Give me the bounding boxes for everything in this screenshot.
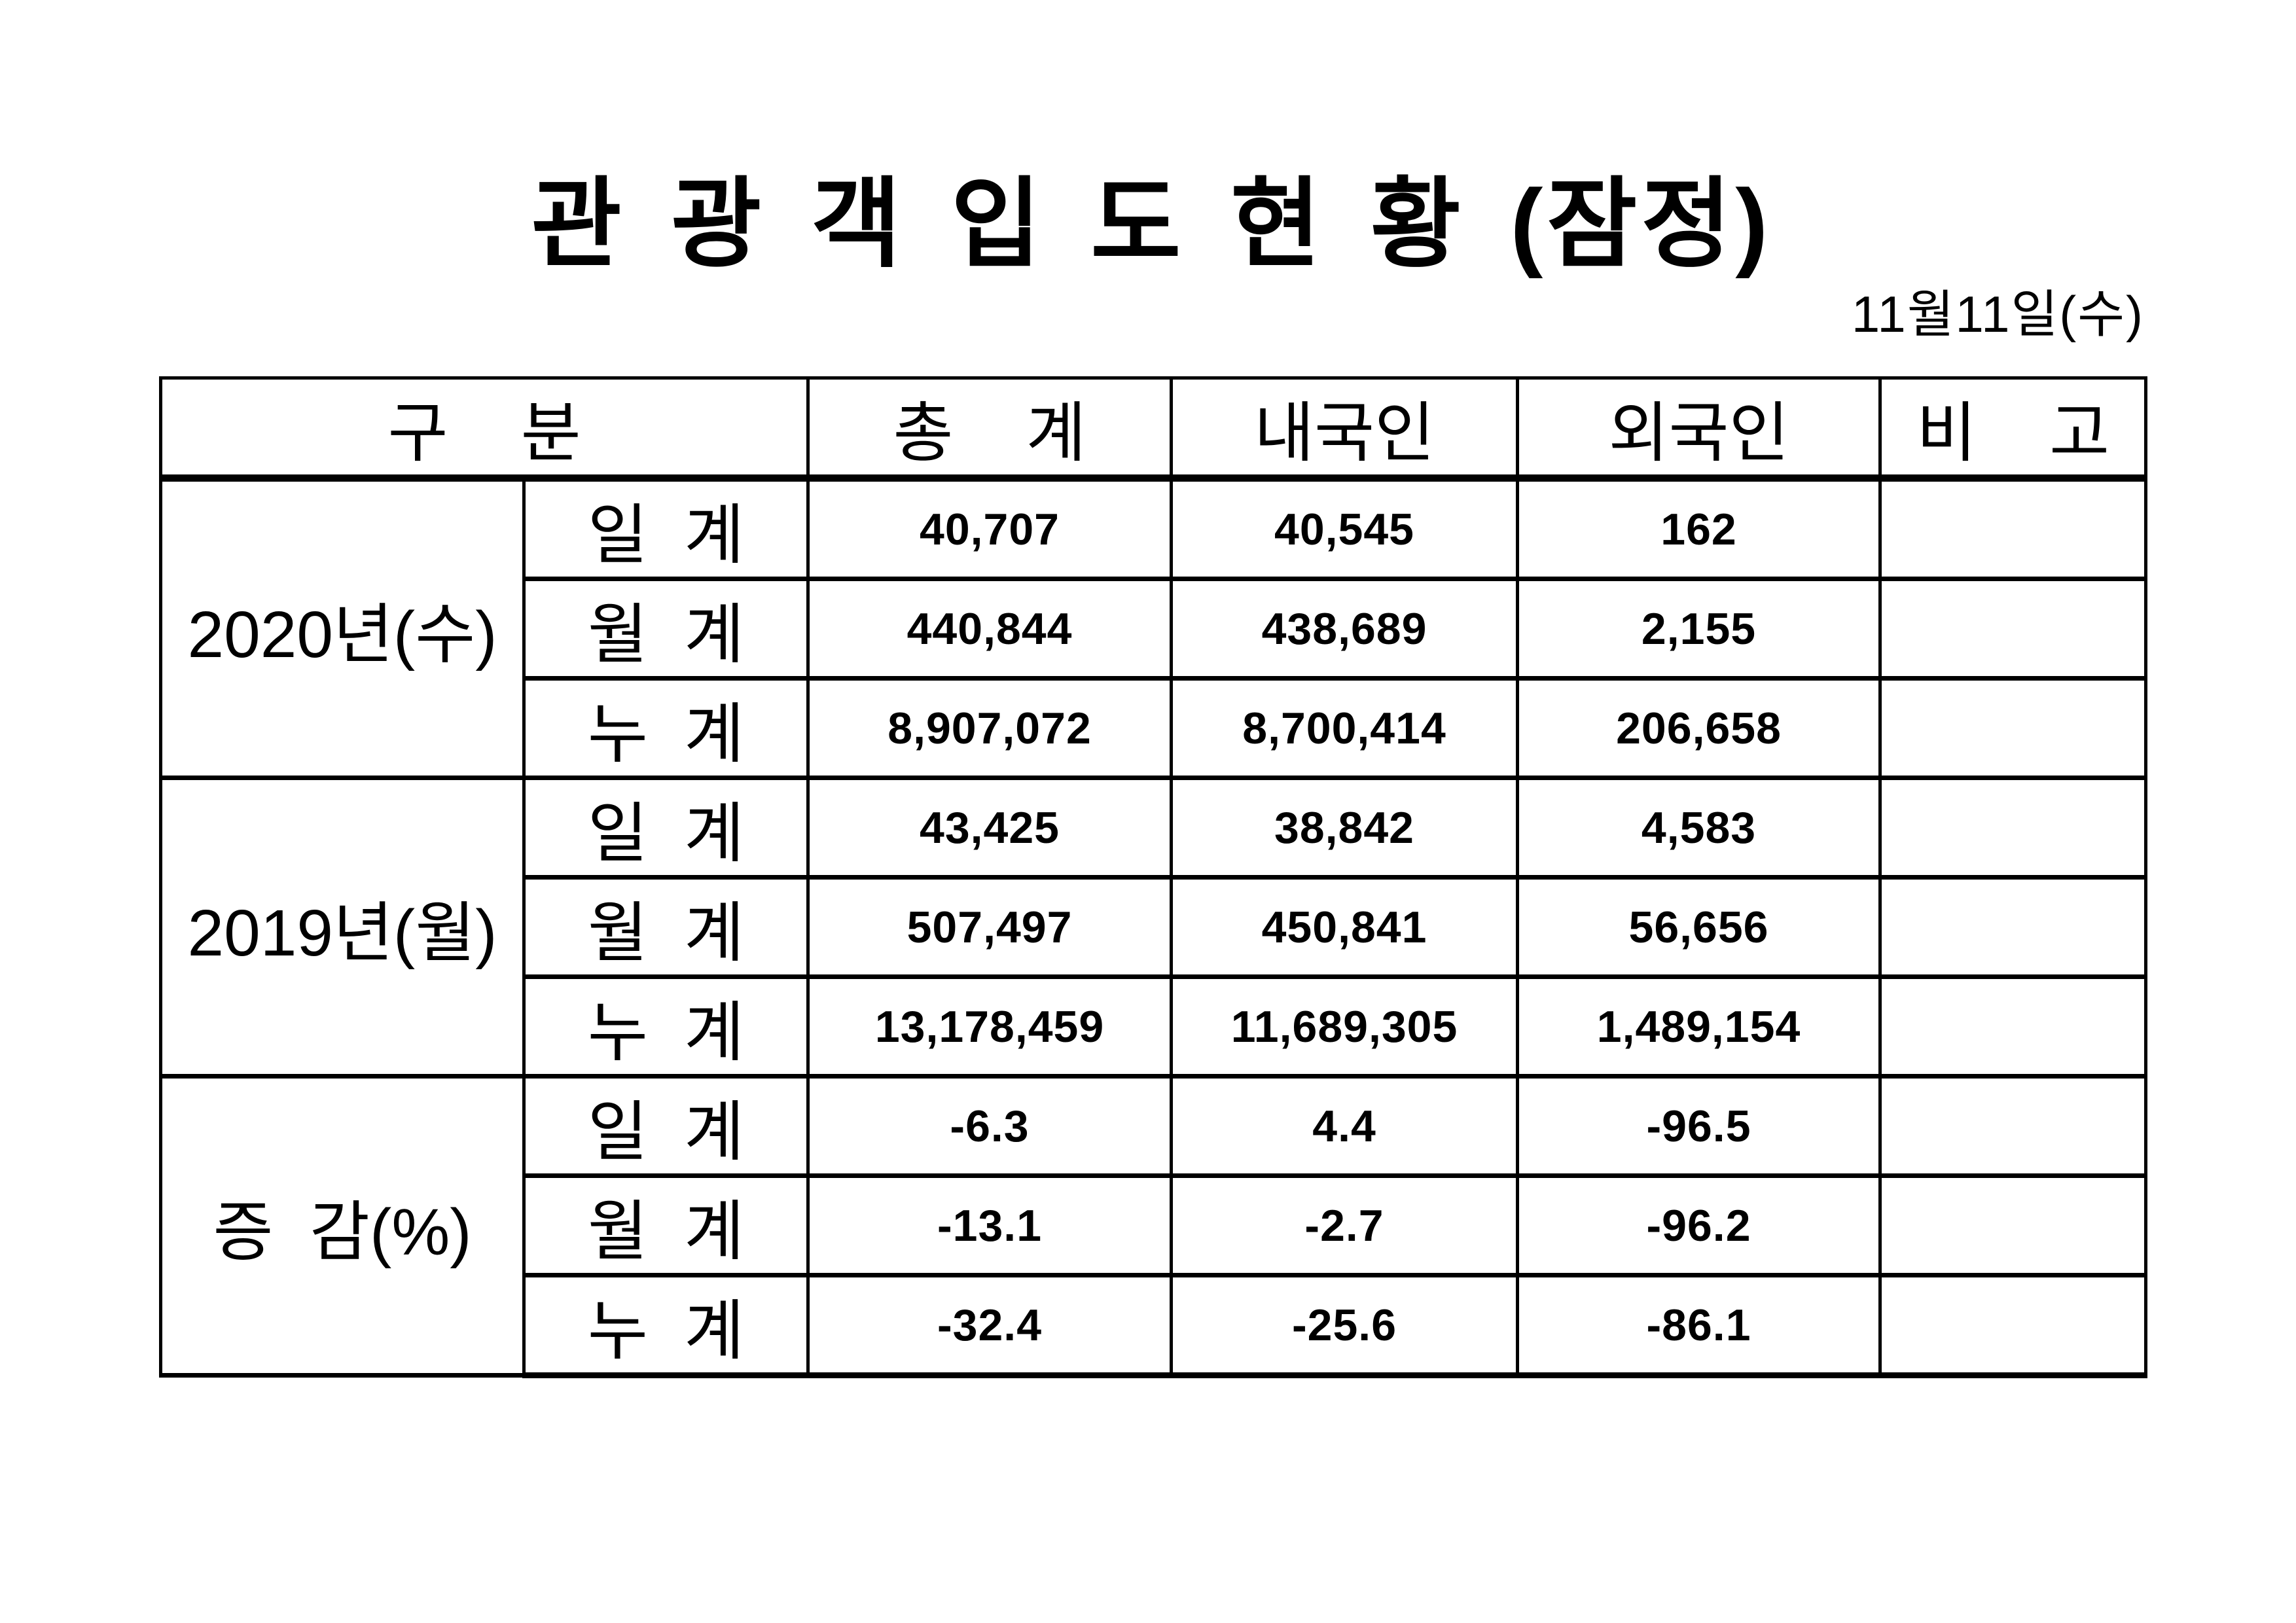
note-cell xyxy=(1878,776,2148,880)
row-label: 일 계 xyxy=(522,476,810,581)
value-total: -32.4 xyxy=(806,1273,1174,1378)
table-row: 증 감(%) 일 계 -6.3 4.4 -96.5 xyxy=(159,1074,2148,1378)
table-row: 월 계 440,844 438,689 2,155 xyxy=(161,577,2148,681)
value-total: 440,844 xyxy=(806,577,1174,681)
value-domestic: 4.4 xyxy=(1170,1074,1520,1178)
note-cell xyxy=(1878,577,2148,681)
value-total: 8,907,072 xyxy=(806,676,1174,780)
report-date: 11월11일(수) xyxy=(1851,285,2144,343)
row-label: 누 계 xyxy=(522,676,810,780)
value-foreign: 2,155 xyxy=(1516,577,1882,681)
value-domestic: -25.6 xyxy=(1170,1273,1520,1378)
row-label: 월 계 xyxy=(522,1173,810,1277)
header-foreign: 외국인 xyxy=(1516,376,1882,482)
value-foreign: 4,583 xyxy=(1516,776,1882,880)
value-total: 40,707 xyxy=(806,476,1174,581)
note-cell xyxy=(1878,1173,2148,1277)
value-foreign: 1,489,154 xyxy=(1516,974,1882,1079)
row-label: 월 계 xyxy=(522,577,810,681)
page-title: 관 광 객 입 도 현 황 (잠정) xyxy=(531,169,1772,279)
table-row: 월 계 -13.1 -2.7 -96.2 xyxy=(161,1173,2148,1277)
value-total: -13.1 xyxy=(806,1173,1174,1277)
table-row: 월 계 507,497 450,841 56,656 xyxy=(161,875,2148,979)
value-total: 43,425 xyxy=(806,776,1174,880)
value-foreign: 206,658 xyxy=(1516,676,1882,780)
value-foreign: 56,656 xyxy=(1516,875,1882,979)
value-foreign: 162 xyxy=(1516,476,1882,581)
value-foreign: -86.1 xyxy=(1516,1273,1882,1378)
row-label: 누 계 xyxy=(522,974,810,1079)
group-label-change: 증 감(%) xyxy=(159,1074,526,1378)
group-label-2020: 2020년(수) xyxy=(159,476,526,780)
value-domestic: 438,689 xyxy=(1170,577,1520,681)
row-label: 월 계 xyxy=(522,875,810,979)
value-domestic: 450,841 xyxy=(1170,875,1520,979)
table-row: 누 계 -32.4 -25.6 -86.1 xyxy=(161,1273,2148,1378)
value-domestic: -2.7 xyxy=(1170,1173,1520,1277)
row-label: 누 계 xyxy=(522,1273,810,1378)
row-label: 일 계 xyxy=(522,776,810,880)
header-total: 총 계 xyxy=(806,376,1174,482)
value-domestic: 38,842 xyxy=(1170,776,1520,880)
table-row: 2020년(수) 일 계 40,707 40,545 162 xyxy=(159,476,2148,780)
table-row: 2019년(월) 일 계 43,425 38,842 4,583 xyxy=(159,776,2148,1079)
value-foreign: -96.5 xyxy=(1516,1074,1882,1178)
note-cell xyxy=(1878,875,2148,979)
note-cell xyxy=(1878,1273,2148,1378)
value-domestic: 8,700,414 xyxy=(1170,676,1520,780)
group-label-2019: 2019년(월) xyxy=(159,776,526,1079)
value-domestic: 40,545 xyxy=(1170,476,1520,581)
header-row: 구 분 총 계 내국인 외국인 비 고 xyxy=(158,376,2148,482)
note-cell xyxy=(1878,476,2148,581)
note-cell xyxy=(1878,1074,2148,1178)
row-label: 일 계 xyxy=(522,1074,810,1178)
header-note: 비 고 xyxy=(1878,376,2148,482)
tourist-arrivals-table: 구 분 총 계 내국인 외국인 비 고 2020년(수) 일 계 40,707 … xyxy=(158,376,2148,1378)
table-row: 누 계 8,907,072 8,700,414 206,658 xyxy=(161,676,2148,780)
value-domestic: 11,689,305 xyxy=(1170,974,1520,1079)
value-total: -6.3 xyxy=(806,1074,1174,1178)
note-cell xyxy=(1878,676,2148,780)
header-domestic: 내국인 xyxy=(1170,376,1520,482)
header-category: 구 분 xyxy=(158,376,810,482)
value-total: 507,497 xyxy=(806,875,1174,979)
value-foreign: -96.2 xyxy=(1516,1173,1882,1277)
value-total: 13,178,459 xyxy=(806,974,1174,1079)
table-row: 누 계 13,178,459 11,689,305 1,489,154 xyxy=(161,974,2148,1079)
note-cell xyxy=(1878,974,2148,1079)
